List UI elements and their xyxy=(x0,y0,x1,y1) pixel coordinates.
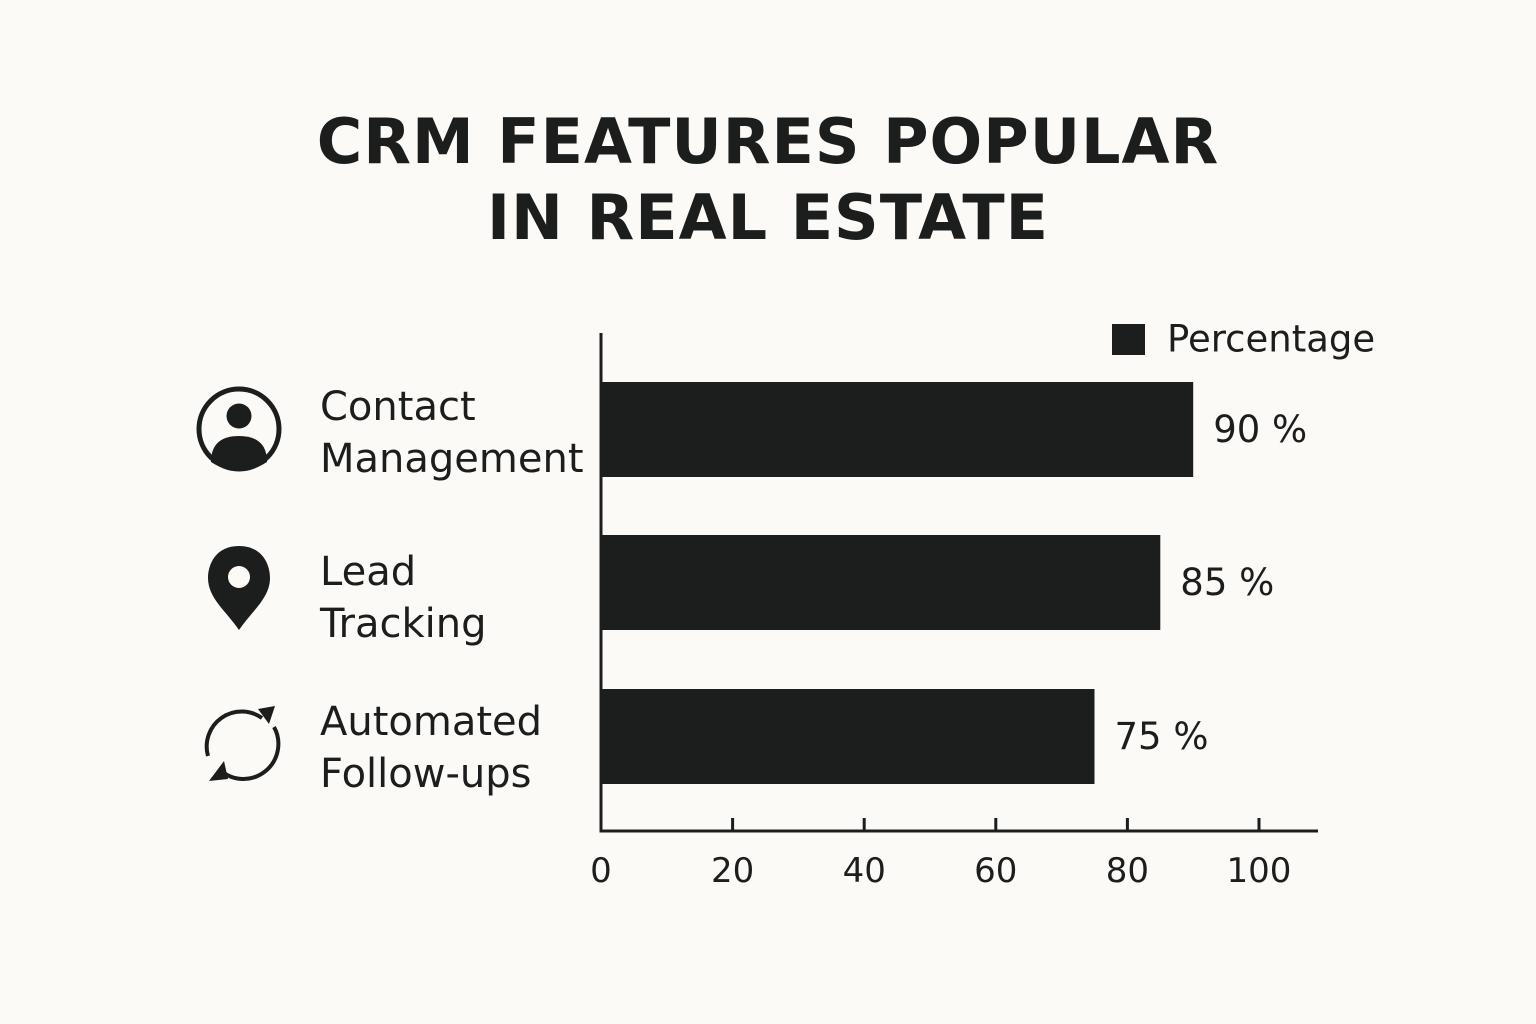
icon-head xyxy=(226,403,252,429)
legend-label: Percentage xyxy=(1167,318,1375,361)
bar-value-label: 90 % xyxy=(1213,408,1307,451)
chart-title-line-1: CRM FEATURES POPULAR xyxy=(316,105,1220,178)
icon-pin-hole xyxy=(228,566,250,588)
refresh-cycle-icon xyxy=(204,706,281,781)
category-label-line: Lead xyxy=(320,549,416,595)
bar xyxy=(601,689,1095,784)
x-tick-label: 40 xyxy=(843,851,886,891)
icon-arc-bottom xyxy=(218,726,281,781)
category-label-line: Contact xyxy=(320,384,476,430)
bar xyxy=(601,535,1161,630)
location-pin-icon xyxy=(208,546,270,630)
bar xyxy=(601,382,1194,477)
category-label-line: Tracking xyxy=(319,601,487,647)
icon-arrowhead-top xyxy=(258,706,275,724)
icon-arc-top xyxy=(204,709,264,757)
x-tick-label: 100 xyxy=(1227,851,1292,891)
category-label: Lead Tracking xyxy=(319,549,487,647)
x-tick-label: 20 xyxy=(711,851,754,891)
category-label-line: Follow-ups xyxy=(320,751,531,797)
icon-body xyxy=(211,436,267,471)
bar-value-label: 75 % xyxy=(1115,715,1209,758)
bar-value-label: 85 % xyxy=(1180,561,1274,604)
category-label: Automated Follow-ups xyxy=(320,699,542,797)
icon-arrowhead-bottom xyxy=(209,761,228,781)
legend-swatch xyxy=(1112,324,1145,355)
chart-title-line-2: IN REAL ESTATE xyxy=(486,181,1049,254)
category-label-line: Automated xyxy=(320,699,542,745)
category-label-line: Management xyxy=(320,436,584,482)
x-tick-label: 0 xyxy=(590,851,612,891)
x-tick-label: 80 xyxy=(1106,851,1149,891)
x-tick-label: 60 xyxy=(974,851,1017,891)
chart-title: CRM FEATURES POPULAR IN REAL ESTATE xyxy=(0,104,1536,256)
contact-user-icon xyxy=(196,386,282,472)
category-label: Contact Management xyxy=(320,384,584,482)
